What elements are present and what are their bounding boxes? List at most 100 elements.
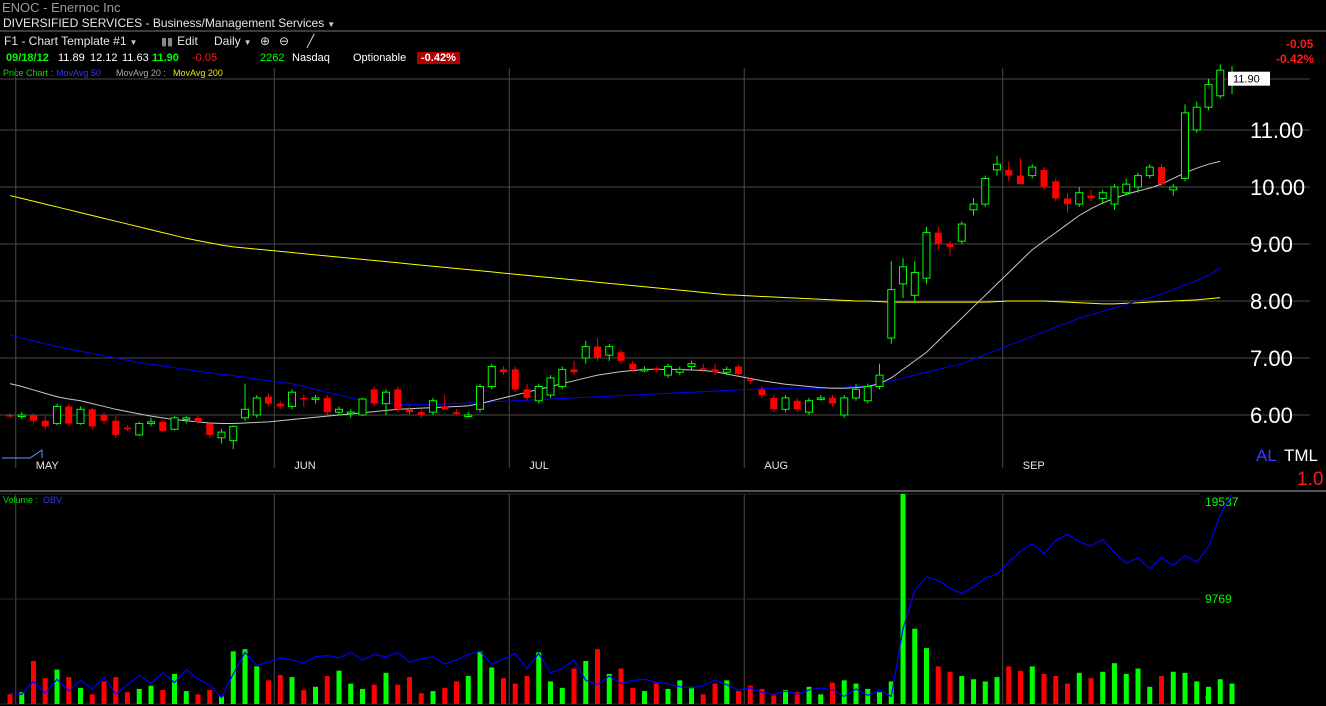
candle-body-down: [523, 389, 531, 398]
volume-bar: [595, 649, 600, 704]
volume-bar: [1076, 672, 1082, 704]
volume-bar: [336, 670, 342, 704]
candle-body-up: [852, 388, 860, 399]
zoom-out-icon[interactable]: ⊖: [279, 34, 290, 48]
legend-price: Price Chart :: [3, 68, 54, 78]
month-label: SEP: [1023, 460, 1045, 472]
chart-template-dropdown[interactable]: F1 - Chart Template #1 ▼: [4, 34, 137, 48]
volume-bar: [1112, 663, 1117, 704]
volume-bar: [783, 690, 788, 704]
trendline-marker-tml[interactable]: TML: [1284, 446, 1318, 465]
candle-body-up: [170, 417, 179, 430]
candle-body-down: [711, 369, 719, 373]
legend-ma200[interactable]: MovAvg 200: [173, 68, 223, 78]
candle-body-down: [934, 232, 942, 244]
volume-bar: [571, 668, 577, 704]
volume-bar: [1135, 668, 1141, 704]
candle-body-up: [182, 417, 191, 420]
price-tick-label: 9.00: [1250, 232, 1293, 257]
candle-body-down: [323, 397, 331, 413]
candle-body-down: [1052, 181, 1060, 199]
volume-bar: [1206, 686, 1211, 704]
candle-body-up: [288, 391, 296, 407]
volume-bar: [877, 692, 882, 704]
zoom-in-icon[interactable]: ⊕: [260, 34, 271, 48]
volume-bar: [1065, 683, 1070, 704]
candle-body-up: [910, 272, 919, 296]
volume-bar: [301, 690, 307, 704]
candle-body-up: [805, 400, 813, 413]
candle-body-up: [887, 289, 896, 339]
volume-bar: [207, 690, 213, 704]
interval-dropdown[interactable]: Daily ▼: [214, 34, 252, 48]
candle-body-up: [957, 223, 966, 242]
volume-bar: [747, 685, 753, 704]
volume-bar: [136, 688, 142, 704]
quote-exchange: Nasdaq: [292, 52, 330, 64]
candle-body-up: [675, 368, 684, 373]
candle-body-up: [687, 363, 696, 368]
candle-body-down: [652, 368, 660, 370]
candle-body-up: [993, 163, 1001, 171]
candle-body-up: [1216, 69, 1225, 97]
quote-close: 11.90: [152, 52, 179, 64]
legend-ma50[interactable]: MovAvg 50: [56, 68, 101, 78]
volume-bar: [935, 666, 941, 704]
candle-body-up: [229, 425, 238, 442]
candle-body-up: [605, 346, 614, 356]
volume-bar: [1053, 676, 1059, 704]
volume-bar: [724, 680, 730, 704]
candle-body-down: [1158, 167, 1165, 185]
volume-bar: [1029, 666, 1035, 704]
candle-body-down: [629, 363, 637, 370]
legend-obv[interactable]: OBV: [43, 495, 63, 505]
volume-bar: [42, 678, 48, 704]
candle-body-down: [699, 368, 707, 370]
volume-bar: [1217, 679, 1223, 704]
quote-low: 11.63: [122, 52, 149, 64]
volume-bar: [642, 691, 647, 704]
quote-change: -0.05: [192, 52, 218, 64]
edit-button[interactable]: ▮▮ Edit: [161, 34, 198, 48]
volume-bar: [113, 677, 119, 704]
candle-body-up: [487, 366, 496, 387]
sector-dropdown[interactable]: DIVERSIFIED SERVICES - Business/Manageme…: [3, 16, 335, 30]
obv-line: [9, 493, 1233, 699]
volume-bar: [172, 673, 177, 704]
volume-tick-label: 9769: [1205, 592, 1232, 606]
candle-body-up: [922, 232, 931, 279]
volume-bar: [1147, 686, 1153, 704]
volume-bar: [19, 692, 25, 704]
candle-body-down: [1064, 198, 1071, 205]
candle-body-up: [1134, 175, 1142, 188]
month-label: JUL: [529, 460, 549, 472]
candle-body-down: [793, 400, 801, 410]
volume-bar: [477, 651, 483, 704]
volume-bar: [1159, 676, 1164, 704]
candle-body-up: [981, 177, 990, 205]
volume-bar: [289, 677, 295, 704]
volume-bar: [266, 680, 271, 704]
candle-body-up: [863, 386, 872, 402]
candle-body-up: [722, 368, 731, 373]
draw-line-icon[interactable]: ╱: [307, 34, 315, 48]
volume-bar: [407, 677, 412, 704]
volume-bar: [1041, 673, 1047, 704]
alert-marker-al[interactable]: AL: [1256, 446, 1277, 465]
candle-body-down: [594, 346, 601, 358]
volume-bar: [54, 669, 60, 704]
volume-bar: [700, 694, 706, 704]
volume-bar: [512, 683, 518, 704]
volume-bar: [442, 687, 448, 704]
month-label: AUG: [764, 460, 788, 472]
volume-bar: [677, 680, 683, 704]
chevron-down-icon: ▼: [327, 20, 336, 29]
candle-body-up: [664, 366, 672, 376]
legend-ma20[interactable]: MovAvg 20 :: [116, 68, 166, 78]
volume-bar: [31, 661, 36, 704]
volume-bar: [219, 696, 224, 704]
volume-tick-label: 19537: [1205, 495, 1239, 509]
volume-bar: [313, 686, 318, 704]
price-tick-label: 8.00: [1250, 289, 1293, 314]
